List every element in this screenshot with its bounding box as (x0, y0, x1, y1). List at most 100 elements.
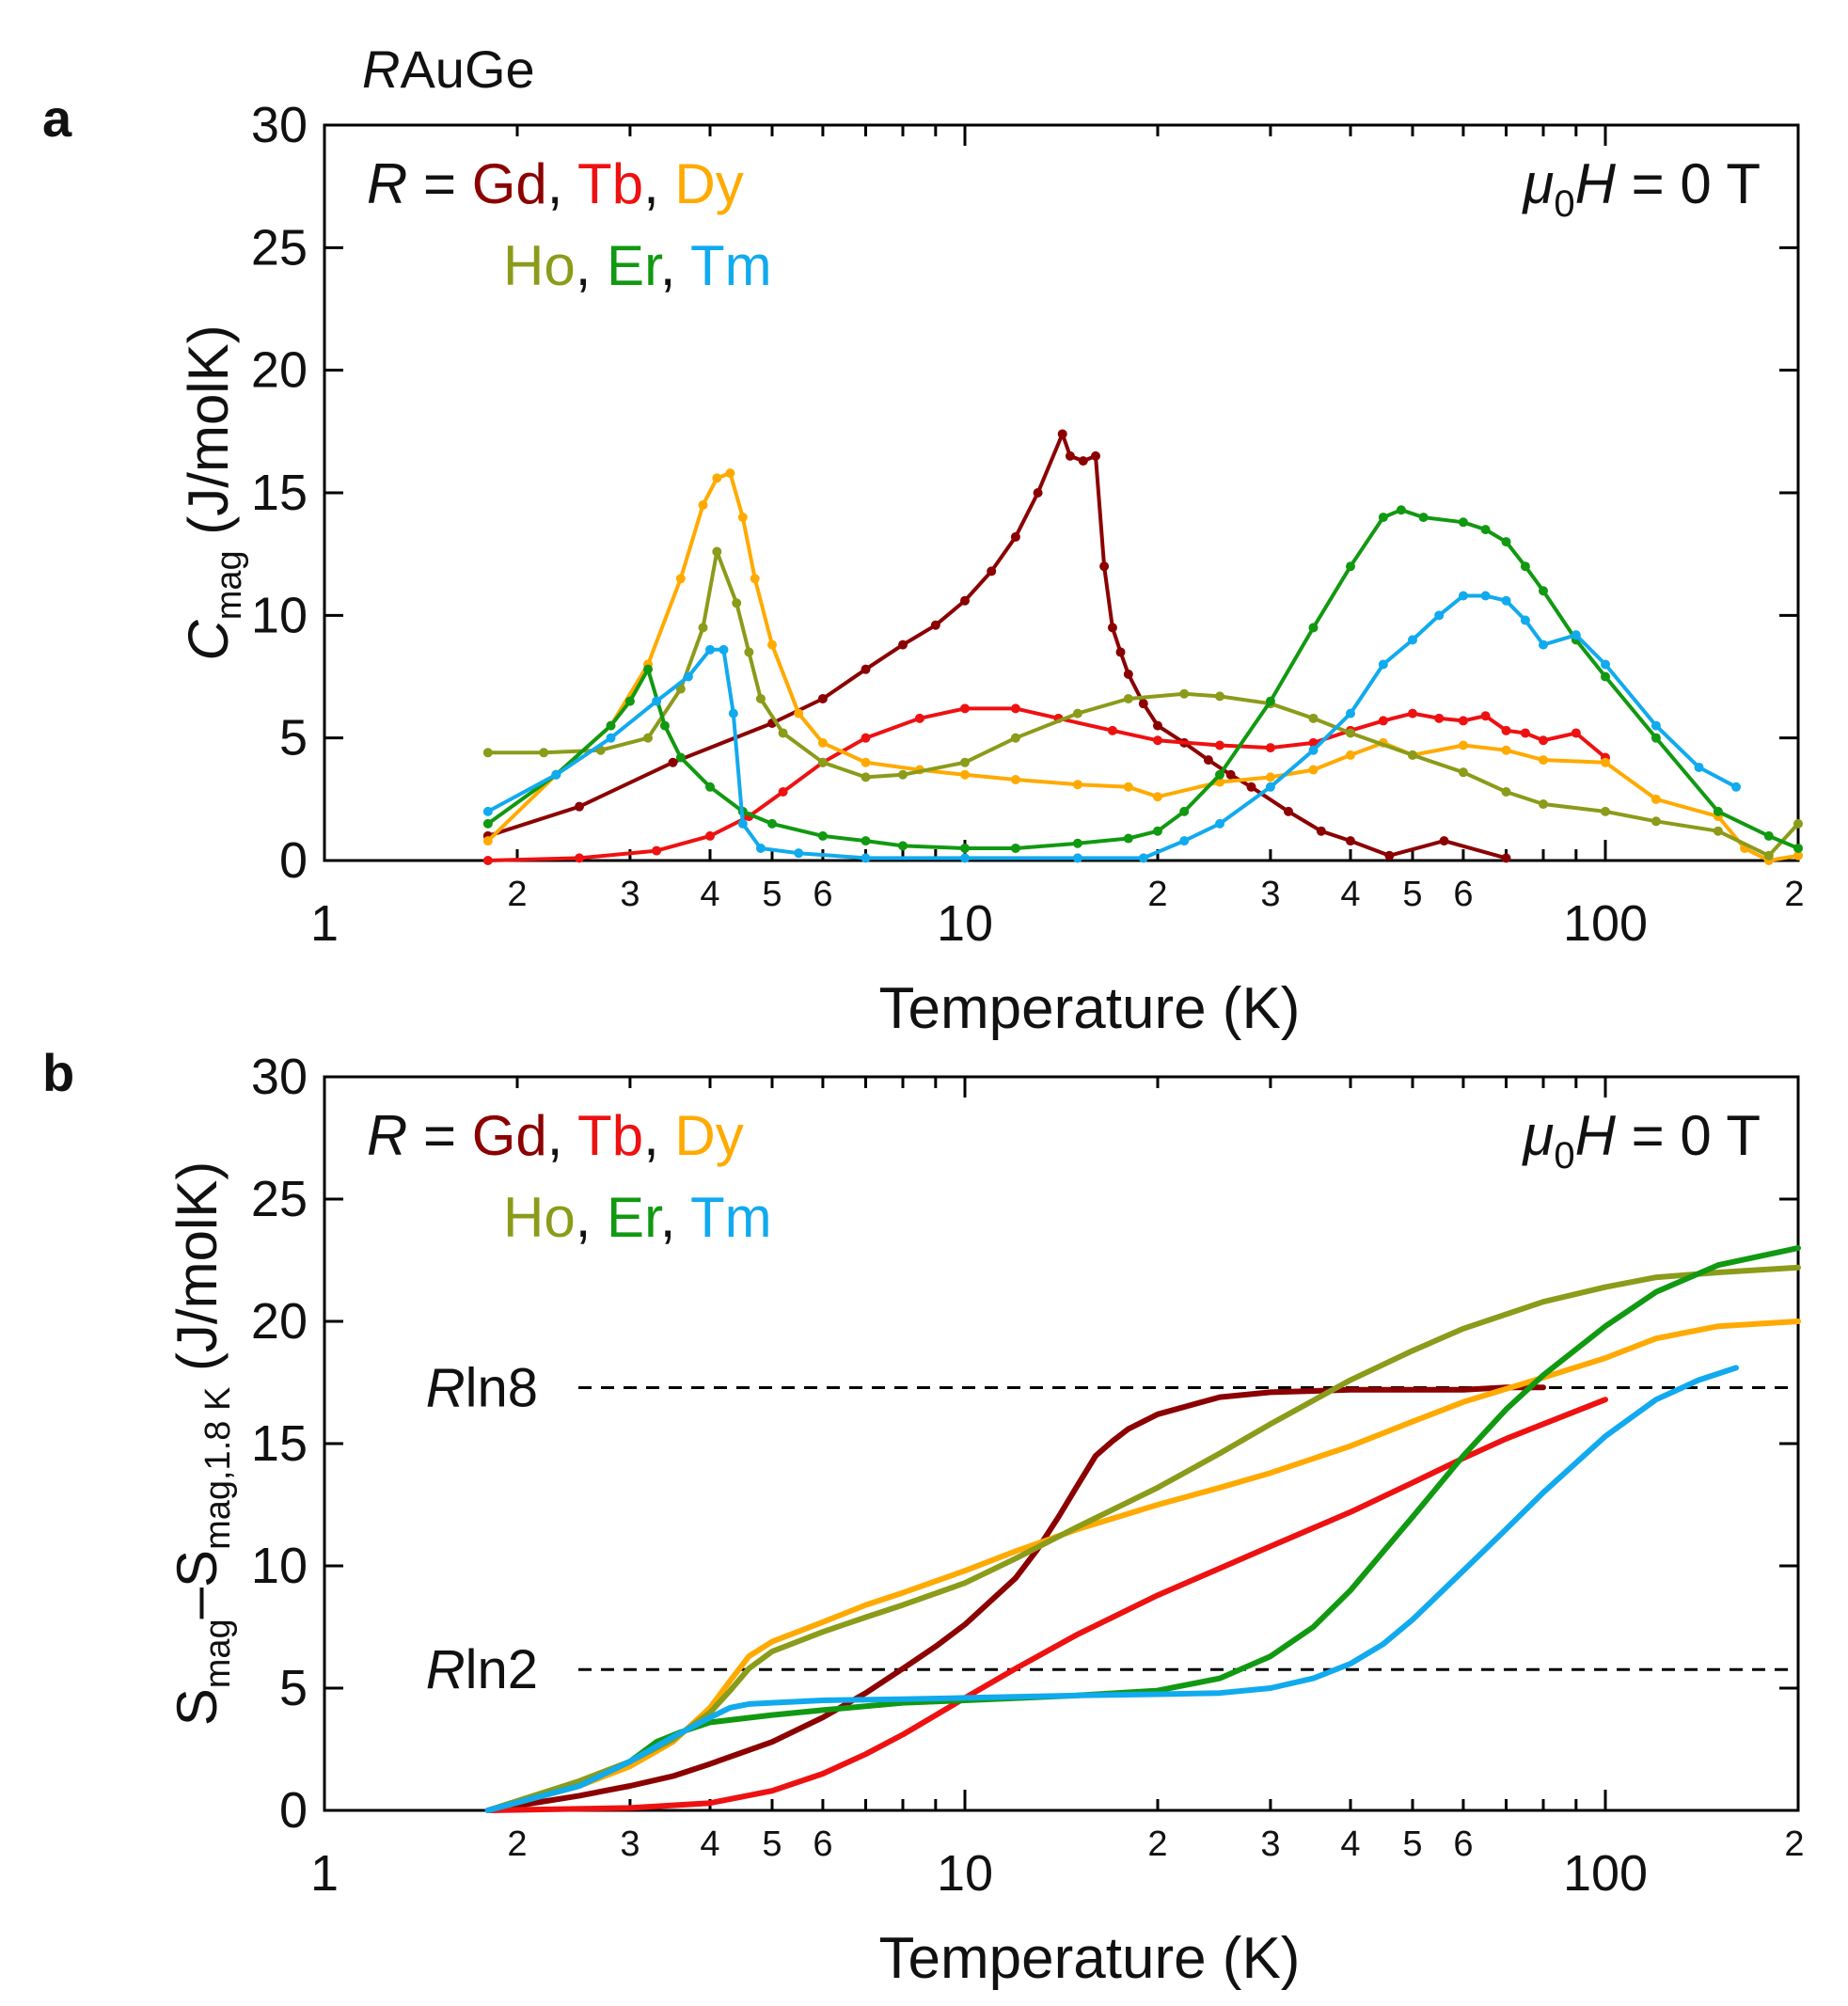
data-point (861, 772, 871, 782)
data-point (1072, 853, 1082, 863)
x-axis-label: Temperature (K) (879, 1926, 1301, 1991)
data-point (1539, 755, 1549, 766)
y-tick-label: 5 (279, 710, 308, 766)
data-point (1763, 850, 1774, 861)
legend-entry-gd: Gd (472, 152, 547, 215)
x-minor-tick-label: 6 (1453, 1824, 1473, 1864)
data-point (817, 737, 828, 748)
data-point (643, 664, 654, 674)
data-point (712, 473, 722, 483)
data-point (668, 757, 678, 767)
y-tick-label: 15 (251, 465, 308, 521)
data-point (1539, 586, 1549, 596)
data-point (1308, 623, 1319, 633)
data-point (1501, 787, 1511, 798)
data-point (1179, 806, 1190, 816)
legend-entry-ho: Ho (503, 234, 576, 297)
y-tick-label: 10 (251, 587, 308, 643)
data-point (1539, 640, 1549, 650)
legend-entry-ho: Ho (503, 1186, 576, 1249)
data-point (1316, 826, 1326, 836)
data-point (1651, 733, 1661, 743)
series-line (484, 1319, 1801, 1813)
data-point (1651, 816, 1661, 827)
data-point (1458, 591, 1468, 601)
y-tick-label: 25 (251, 219, 308, 276)
series-line (484, 1264, 1801, 1813)
data-point (539, 748, 549, 758)
y-tick-label: 25 (251, 1171, 308, 1227)
data-point (959, 703, 970, 714)
data-point (482, 836, 493, 846)
data-point (1346, 750, 1356, 760)
data-point (1153, 826, 1163, 836)
legend-entry-dy: Dy (674, 1104, 743, 1167)
y-axis: 0 5 10 15 20 25 30 (251, 97, 1798, 889)
data-point (1057, 429, 1067, 439)
data-point (744, 647, 754, 657)
data-point (1107, 623, 1117, 633)
data-point (1308, 765, 1319, 775)
series-dy (484, 1319, 1801, 1813)
data-point (1501, 853, 1511, 863)
data-point (1072, 780, 1082, 790)
series-gd (482, 429, 1511, 863)
data-point (1123, 782, 1133, 792)
y-tick-label: 5 (279, 1660, 308, 1716)
data-point (959, 757, 970, 767)
legend-entry-tm: Tm (690, 1186, 772, 1249)
y-tick-label: 20 (251, 1293, 308, 1350)
reference-line-label: Rln8 (426, 1357, 538, 1418)
data-point (1384, 850, 1395, 861)
data-point (1480, 591, 1491, 601)
x-minor-tick-label: 4 (700, 1824, 719, 1864)
data-point (914, 713, 924, 723)
data-point (1520, 615, 1530, 625)
data-point (898, 841, 908, 851)
series-line (485, 706, 1607, 862)
data-point (1458, 740, 1468, 750)
data-point (732, 598, 742, 608)
legend: R = Gd, Tb, Dy Ho, Er, Tm (367, 1104, 772, 1249)
data-point (1138, 699, 1148, 709)
data-point (861, 853, 871, 863)
data-point (778, 728, 788, 738)
data-point (1107, 725, 1117, 735)
data-point (1265, 782, 1275, 792)
data-point (1793, 850, 1803, 861)
data-point (737, 513, 748, 523)
data-point (861, 757, 871, 767)
x-major-tick-label: 10 (937, 895, 993, 952)
x-major-tick-label: 100 (1563, 895, 1648, 952)
data-point (1265, 772, 1275, 782)
data-point (1651, 720, 1661, 731)
y-tick-label: 0 (279, 832, 308, 889)
legend-row-2: Ho, Er, Tm (503, 234, 772, 297)
data-point (1123, 669, 1133, 679)
series-line (485, 432, 1508, 861)
x-minor-tick-label: 3 (620, 1824, 640, 1864)
data-point (959, 595, 970, 606)
data-point (1153, 735, 1163, 746)
data-point (1713, 806, 1723, 816)
y-tick-label: 10 (251, 1538, 308, 1594)
data-point (1407, 708, 1417, 719)
data-point (606, 720, 616, 731)
series-er (484, 1245, 1801, 1813)
figure-title: RAuGe (362, 39, 535, 99)
series-tm (482, 591, 1742, 863)
data-point (1434, 713, 1445, 723)
x-minor-tick-label: 2 (1784, 875, 1804, 914)
series-ho (484, 1264, 1801, 1813)
data-point (1308, 713, 1319, 723)
data-point (1600, 806, 1610, 816)
data-point (698, 500, 708, 511)
series-line (485, 549, 1800, 858)
series-tm (484, 1365, 1739, 1813)
data-point (1153, 792, 1163, 802)
data-point (574, 801, 584, 812)
field-label: μ0H = 0 T (1522, 1104, 1761, 1177)
